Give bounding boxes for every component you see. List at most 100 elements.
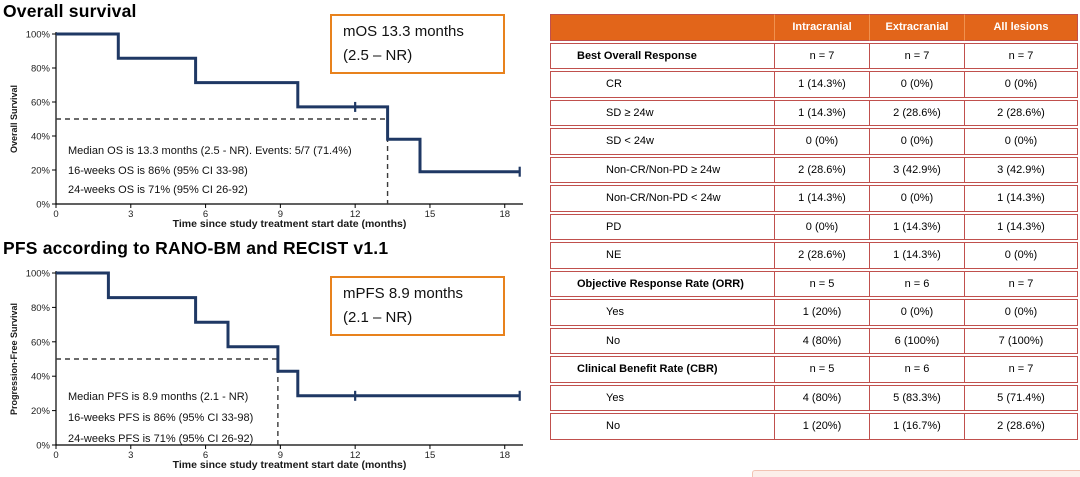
svg-text:60%: 60% <box>31 98 51 109</box>
response-table-container: Intracranial Extracranial All lesions Be… <box>550 12 1078 442</box>
row-label: CR <box>550 71 774 98</box>
cell-extracranial: n = 7 <box>869 42 964 69</box>
row-label: SD ≥ 24w <box>550 99 774 126</box>
svg-text:0%: 0% <box>36 441 50 452</box>
svg-text:6: 6 <box>203 209 208 220</box>
svg-text:6: 6 <box>203 450 208 461</box>
cell-all-lesions: 5 (71.4%) <box>964 384 1078 411</box>
kaplan-meier-plots: 0 3 6 9 12 15 18 0% 20% 40% 60% 80% 100% 0 3 6 9 12 15 18 0%… <box>26 30 523 461</box>
table-row: PD 0 (0%) 1 (14.3%) 1 (14.3%) <box>550 213 1078 240</box>
cell-intracranial: 0 (0%) <box>774 213 869 240</box>
cell-extracranial: n = 6 <box>869 270 964 297</box>
row-label: Yes <box>550 384 774 411</box>
cell-intracranial: 2 (28.6%) <box>774 156 869 183</box>
cell-intracranial: 1 (14.3%) <box>774 185 869 212</box>
cell-intracranial: 4 (80%) <box>774 384 869 411</box>
row-label: Non-CR/Non-PD < 24w <box>550 185 774 212</box>
row-label: SD < 24w <box>550 128 774 155</box>
row-label: No <box>550 413 774 440</box>
os-median-dashed-line <box>56 118 389 204</box>
pfs-annotation-line: 16-weeks PFS is 86% (95% CI 33-98) <box>68 412 254 424</box>
svg-text:80%: 80% <box>31 303 51 314</box>
os-annotation-line: 24-weeks OS is 71% (95% CI 26-92) <box>68 184 248 196</box>
pfs-chart-title: PFS according to RANO-BM and RECIST v1.1 <box>3 238 389 258</box>
svg-text:60%: 60% <box>31 337 51 348</box>
row-label: PD <box>550 213 774 240</box>
column-header-all-lesions: All lesions <box>964 14 1078 41</box>
svg-text:12: 12 <box>350 209 361 220</box>
table-row: No 4 (80%) 6 (100%) 7 (100%) <box>550 327 1078 354</box>
os-censor-marks <box>354 101 521 177</box>
table-row: Yes 4 (80%) 5 (83.3%) 5 (71.4%) <box>550 384 1078 411</box>
svg-text:0: 0 <box>53 450 58 461</box>
row-label: Clinical Benefit Rate (CBR) <box>550 356 774 383</box>
pfs-stat-line: (2.1 – NR) <box>343 309 413 326</box>
column-header-extracranial: Extracranial <box>869 14 964 41</box>
table-row: No 1 (20%) 1 (16.7%) 2 (28.6%) <box>550 413 1078 440</box>
pfs-censor-marks <box>354 390 521 401</box>
cell-intracranial: 2 (28.6%) <box>774 242 869 269</box>
svg-text:9: 9 <box>278 209 283 220</box>
cell-extracranial: 6 (100%) <box>869 327 964 354</box>
table-row: Non-CR/Non-PD ≥ 24w 2 (28.6%) 3 (42.9%) 3 (… <box>550 156 1078 183</box>
cell-intracranial: n = 7 <box>774 42 869 69</box>
os-y-ticks: 0% 20% 40% 60% 80% 100% <box>26 30 56 211</box>
cell-all-lesions: 1 (14.3%) <box>964 185 1078 212</box>
pfs-annotation-line: 24-weeks PFS is 71% (95% CI 26-92) <box>68 433 254 445</box>
pfs-y-ticks: 0% 20% 40% 60% 80% 100% <box>26 269 56 452</box>
pfs-plot: 0 3 6 9 12 15 18 0% 20% 40% 60% 80% 100% <box>26 269 523 461</box>
cell-all-lesions: 3 (42.9%) <box>964 156 1078 183</box>
svg-text:18: 18 <box>499 450 510 461</box>
cell-all-lesions: 2 (28.6%) <box>964 99 1078 126</box>
svg-text:80%: 80% <box>31 64 51 75</box>
cell-all-lesions: n = 7 <box>964 270 1078 297</box>
svg-text:3: 3 <box>128 209 133 220</box>
table-row: NE 2 (28.6%) 1 (14.3%) 0 (0%) <box>550 242 1078 269</box>
cell-all-lesions: 1 (14.3%) <box>964 213 1078 240</box>
pfs-stat-line: mPFS 8.9 months <box>343 285 464 302</box>
svg-text:40%: 40% <box>31 372 51 383</box>
os-annotation-line: 16-weeks OS is 86% (95% CI 33-98) <box>68 164 248 177</box>
cell-extracranial: 2 (28.6%) <box>869 99 964 126</box>
table-row: Yes 1 (20%) 0 (0%) 0 (0%) <box>550 299 1078 326</box>
cell-intracranial: n = 5 <box>774 270 869 297</box>
corner-cell <box>550 14 774 41</box>
svg-text:15: 15 <box>425 209 436 220</box>
row-label: Non-CR/Non-PD ≥ 24w <box>550 156 774 183</box>
cell-intracranial: 1 (20%) <box>774 299 869 326</box>
pfs-y-axis-label: Progression-Free Survival <box>9 302 19 416</box>
table-header-row: Intracranial Extracranial All lesions <box>550 14 1078 41</box>
os-y-axis-label: Overall Survival <box>9 84 19 154</box>
cell-extracranial: 1 (14.3%) <box>869 242 964 269</box>
svg-text:40%: 40% <box>31 132 51 143</box>
os-km-curve <box>56 32 520 174</box>
cell-intracranial: 1 (20%) <box>774 413 869 440</box>
svg-text:20%: 20% <box>31 406 51 417</box>
response-table: Intracranial Extracranial All lesions Be… <box>550 12 1078 442</box>
cell-extracranial: 0 (0%) <box>869 185 964 212</box>
bottom-decorative-strip <box>752 470 1080 477</box>
pfs-annotation-line: Median PFS is 8.9 months (2.1 - NR) <box>68 391 249 403</box>
table-row: Non-CR/Non-PD < 24w 1 (14.3%) 0 (0%) 1 (14.… <box>550 185 1078 212</box>
table-row: SD < 24w 0 (0%) 0 (0%) 0 (0%) <box>550 128 1078 155</box>
os-annotation: Median OS is 13.3 months (2.5 - NR). Eve… <box>68 142 352 201</box>
cell-intracranial: n = 5 <box>774 356 869 383</box>
os-x-axis-label: Time since study treatment start date (m… <box>172 218 407 230</box>
cell-all-lesions: 0 (0%) <box>964 71 1078 98</box>
cell-extracranial: 3 (42.9%) <box>869 156 964 183</box>
row-label: Yes <box>550 299 774 326</box>
row-label: Objective Response Rate (ORR) <box>550 270 774 297</box>
pfs-x-axis-label: Time since study treatment start date (m… <box>172 459 407 471</box>
cell-extracranial: 1 (14.3%) <box>869 213 964 240</box>
os-stat-line: mOS 13.3 months <box>343 23 464 40</box>
cell-intracranial: 1 (14.3%) <box>774 71 869 98</box>
os-annotation-line: Median OS is 13.3 months (2.5 - NR). Eve… <box>68 145 352 157</box>
pfs-median-dashed-line <box>56 358 279 445</box>
cell-all-lesions: n = 7 <box>964 42 1078 69</box>
os-plot: 0 3 6 9 12 15 18 0% 20% 40% 60% 80% 100% <box>26 30 523 220</box>
cell-extracranial: 5 (83.3%) <box>869 384 964 411</box>
svg-text:9: 9 <box>278 450 283 461</box>
